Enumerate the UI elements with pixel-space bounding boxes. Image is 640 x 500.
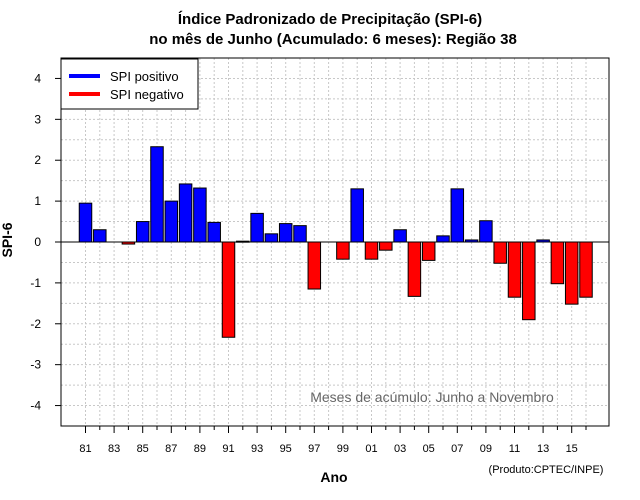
bar-2012 [522, 241, 536, 321]
x-tick-label: 97 [308, 443, 320, 455]
bar-2007 [450, 188, 465, 243]
bars [78, 146, 593, 338]
accumulation-note: Meses de acúmulo: Junho a Novembro [310, 389, 554, 405]
y-tick-label: 0 [34, 235, 41, 249]
bar-2004 [407, 241, 422, 297]
bar-2005 [421, 241, 436, 261]
bar-2002 [379, 241, 393, 251]
bar-2006 [436, 235, 450, 243]
bar-1999 [336, 241, 350, 260]
x-tick-label: 09 [480, 443, 492, 455]
x-axis-title: Ano [320, 469, 347, 485]
x-tick-label: 13 [537, 443, 549, 455]
bar-2003 [393, 229, 407, 243]
bar-2010 [493, 241, 507, 264]
bar-1989 [193, 187, 207, 243]
x-tick-label: 03 [394, 443, 406, 455]
bar-1990 [207, 221, 221, 243]
x-tick-label: 05 [423, 443, 435, 455]
y-tick-label: -2 [30, 317, 41, 331]
legend-label-negative: SPI negativo [110, 87, 184, 102]
legend-label-positive: SPI positivo [110, 69, 179, 84]
bar-2011 [507, 241, 522, 298]
y-tick-label: 3 [34, 112, 41, 126]
bar-2000 [350, 188, 364, 243]
x-tick-label: 87 [165, 443, 177, 455]
bar-2001 [364, 241, 379, 260]
x-tick-label: 99 [337, 443, 349, 455]
x-tick-label: 91 [222, 443, 234, 455]
x-tick-label: 07 [451, 443, 463, 455]
x-axis: 81 83 85 87 89 91 93 95 97 99 01 03 05 07 09 11 13 15 [79, 426, 587, 455]
y-tick-label: -1 [30, 276, 41, 290]
y-tick-label: 2 [34, 153, 41, 167]
bar-1995 [278, 223, 293, 243]
x-tick-label: 85 [137, 443, 149, 455]
x-tick-label: 83 [108, 443, 120, 455]
legend: SPI positivo SPI negativo [60, 58, 199, 110]
x-tick-label: 89 [194, 443, 206, 455]
y-tick-label: -4 [30, 399, 41, 413]
y-tick-label: 1 [34, 194, 41, 208]
y-axis: -4 -3 -2 -1 0 1 2 3 4 [30, 71, 61, 413]
bar-2015 [564, 241, 579, 305]
y-axis-title: SPI-6 [0, 222, 15, 257]
chart-subtitle: no mês de Junho (Acumulado: 6 meses): Re… [149, 31, 517, 48]
bar-1996 [293, 225, 307, 243]
bar-1997 [307, 241, 322, 290]
x-tick-label: 01 [365, 443, 377, 455]
chart-title: Índice Padronizado de Precipitação (SPI-… [178, 11, 482, 28]
y-tick-label: -3 [30, 358, 41, 372]
bar-1993 [250, 212, 264, 243]
bar-1982 [93, 229, 107, 243]
bar-2016 [579, 241, 593, 298]
product-credit: (Produto:CPTEC/INPE) [489, 464, 604, 476]
x-tick-label: 11 [509, 443, 520, 455]
bar-2014 [550, 241, 565, 285]
y-tick-label: 4 [34, 71, 41, 85]
x-tick-label: 93 [251, 443, 263, 455]
bar-1988 [178, 183, 193, 243]
bar-1986 [150, 146, 164, 243]
x-tick-label: 81 [79, 443, 91, 455]
bar-1985 [135, 221, 150, 243]
bar-1987 [164, 200, 179, 243]
x-tick-label: 15 [566, 443, 578, 455]
bar-1991 [221, 241, 236, 338]
bar-2009 [479, 220, 493, 243]
bar-1994 [264, 233, 279, 243]
legend-box [60, 58, 199, 110]
x-tick-label: 95 [280, 443, 292, 455]
bar-1981 [78, 202, 93, 243]
